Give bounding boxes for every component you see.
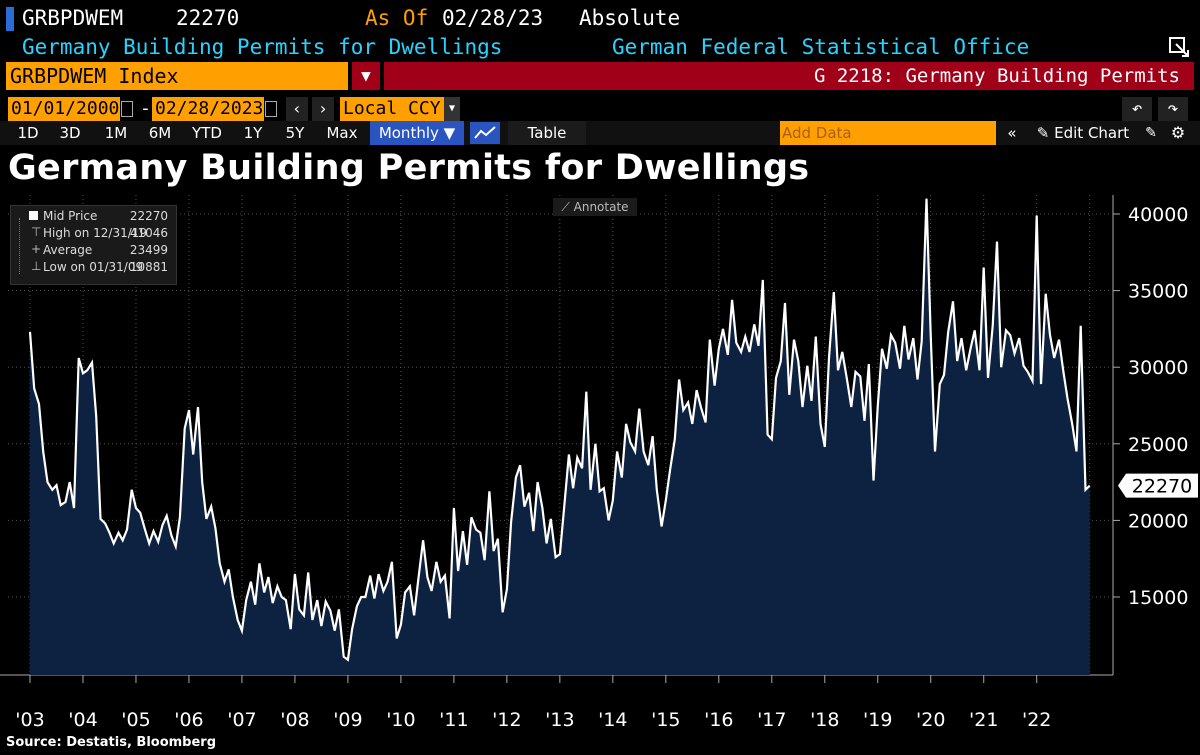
source-agency: German Federal Statistical Office — [612, 35, 1030, 59]
series-area — [30, 198, 1090, 675]
period-6m[interactable]: 6M — [148, 124, 172, 142]
prev-arrow-icon[interactable]: ‹ — [286, 97, 308, 121]
currency-dropdown-icon[interactable]: ▼ — [444, 97, 460, 121]
index-field[interactable]: GRBPDWEM Index — [6, 62, 348, 90]
security-bar: GRBPDWEM Index ▼ G 2218: Germany Buildin… — [0, 62, 1200, 90]
y-tick-label: 15000 — [1128, 587, 1188, 609]
y-tick-label: 40000 — [1128, 204, 1188, 226]
ticker[interactable]: GRBPDWEM — [22, 6, 124, 30]
edit-chart-label: Edit Chart — [1054, 124, 1130, 142]
x-tick-label: '20 — [916, 709, 945, 731]
x-tick-label: '18 — [810, 709, 839, 731]
legend-value: 10881 — [129, 260, 168, 274]
x-tick-label: '16 — [704, 709, 733, 731]
edit-chart-button[interactable]: ✎ Edit Chart — [1028, 121, 1138, 145]
description-row: Germany Building Permits for Dwellings G… — [0, 34, 1200, 60]
start-date-input[interactable]: 01/01/2000 — [8, 97, 120, 121]
x-tick-label: '19 — [863, 709, 892, 731]
legend-label: Mid Price — [43, 209, 98, 223]
x-tick-label: '06 — [174, 709, 203, 731]
x-tick-label: '07 — [227, 709, 256, 731]
add-data-input[interactable]: Add Data — [780, 121, 996, 145]
mid-price-swatch — [29, 211, 38, 220]
series-line — [28, 198, 1091, 662]
legend-value: 23499 — [129, 243, 168, 257]
period-1d[interactable]: 1D — [17, 124, 39, 142]
last-value: 22270 — [176, 6, 240, 30]
next-arrow-icon[interactable]: › — [312, 97, 334, 121]
header-row: GRBPDWEM 22270 As Of 02/28/23 Absolute — [0, 2, 1200, 34]
last-value-label: 22270 — [1132, 476, 1192, 498]
gear-icon[interactable]: ⚙ — [1170, 123, 1186, 142]
x-tick-label: '13 — [545, 709, 574, 731]
legend-label: High on 12/31/19 — [43, 226, 148, 240]
end-date-input[interactable]: 02/28/2023 — [152, 97, 264, 121]
chart-id-bar: G 2218: Germany Building Permits — [384, 62, 1194, 90]
toolbar: 1D 3D 1M 6M YTD 1Y 5Y Max Monthly ▼ Tabl… — [0, 121, 1200, 145]
legend-value: 41046 — [129, 226, 168, 240]
x-tick-label: '04 — [68, 709, 97, 731]
frequency-select[interactable]: Monthly ▼ — [370, 121, 464, 145]
edit-icon[interactable]: ✎ — [1145, 125, 1157, 141]
y-tick-label: 35000 — [1128, 281, 1188, 303]
x-tick-label: '05 — [121, 709, 150, 731]
x-tick-label: '10 — [386, 709, 415, 731]
annotate-icon: ⟋ — [561, 200, 574, 214]
calendar-icon[interactable] — [265, 101, 277, 117]
date-separator: - — [140, 98, 151, 119]
currency-select[interactable]: Local CCY — [340, 97, 444, 121]
x-tick-label: '09 — [333, 709, 362, 731]
low-icon: ⊥ — [31, 259, 42, 273]
last-value-badge — [1118, 473, 1198, 498]
x-tick-label: '14 — [598, 709, 627, 731]
legend-guide — [19, 218, 21, 274]
period-1m[interactable]: 1M — [104, 124, 128, 142]
annotate-label: Annotate — [573, 200, 629, 214]
legend-value: 22270 — [129, 209, 168, 223]
annotate-button[interactable]: ⟋ Annotate — [553, 198, 637, 216]
pencil-icon: ✎ — [1036, 124, 1055, 142]
period-5y[interactable]: 5Y — [285, 124, 305, 142]
x-tick-label: '21 — [969, 709, 998, 731]
y-tick-label: 30000 — [1128, 357, 1188, 379]
as-of-label: As Of — [365, 6, 429, 30]
popout-icon[interactable] — [1168, 36, 1190, 58]
y-tick-label: 25000 — [1128, 434, 1188, 456]
x-tick-label: '22 — [1022, 709, 1051, 731]
redo-icon[interactable]: ↷ — [1158, 97, 1188, 121]
source-note: Source: Destatis, Bloomberg — [6, 735, 217, 750]
as-of-date[interactable]: 02/28/23 — [442, 6, 544, 30]
undo-icon[interactable]: ↶ — [1122, 97, 1152, 121]
legend-label: Average — [43, 243, 93, 257]
x-tick-label: '03 — [15, 709, 44, 731]
high-icon: ⊤ — [31, 225, 42, 239]
calendar-icon[interactable] — [121, 101, 133, 117]
chart-area[interactable]: 15000 20000 25000 30000 35000 40000 '03 '04 '05… — [0, 0, 1200, 735]
y-tick-label: 20000 — [1128, 510, 1188, 532]
collapse-icon[interactable]: « — [1007, 124, 1017, 142]
table-button[interactable]: Table — [508, 121, 586, 145]
x-tick-label: '11 — [439, 709, 468, 731]
x-tick-label: '12 — [492, 709, 521, 731]
period-max[interactable]: Max — [326, 124, 358, 142]
legend-label: Low on 01/31/09 — [43, 260, 144, 274]
period-3d[interactable]: 3D — [59, 124, 81, 142]
chart-legend: Mid Price 22270 ⊤ High on 12/31/19 41046… — [10, 205, 177, 285]
dropdown-icon[interactable]: ▼ — [352, 62, 380, 90]
x-tick-label: '17 — [757, 709, 786, 731]
chart-title: Germany Building Permits for Dwellings — [8, 148, 810, 188]
x-tick-label: '08 — [280, 709, 309, 731]
series-name: Germany Building Permits for Dwellings — [22, 35, 503, 59]
period-1y[interactable]: 1Y — [243, 124, 263, 142]
average-icon: + — [31, 242, 42, 256]
ticker-marker — [6, 7, 14, 31]
x-tick-label: '15 — [651, 709, 680, 731]
period-ytd[interactable]: YTD — [192, 124, 222, 142]
line-chart-icon[interactable] — [470, 122, 500, 144]
date-controls: 01/01/2000 - 02/28/2023 ‹ › Local CCY ▼ … — [0, 97, 1200, 121]
mode-label[interactable]: Absolute — [579, 6, 681, 30]
